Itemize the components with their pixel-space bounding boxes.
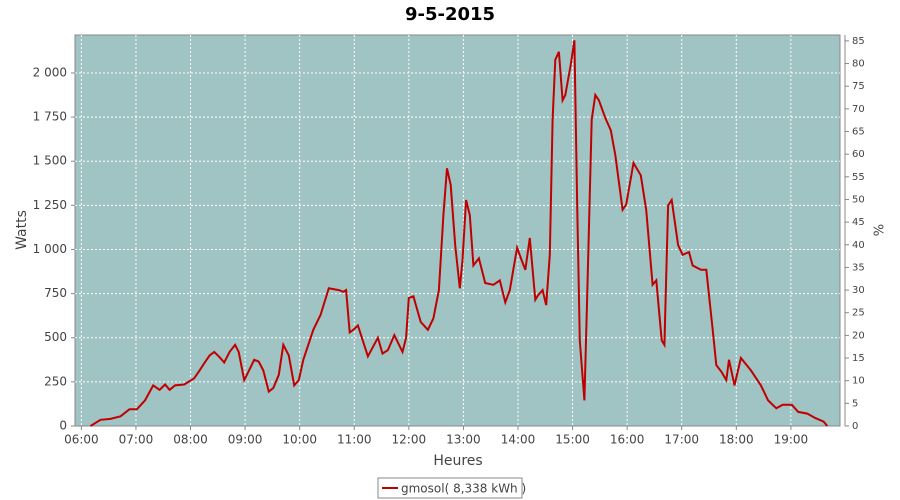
x-tick-label: 18:00: [719, 433, 754, 447]
y2-tick-label: 70: [852, 104, 865, 115]
y2-tick-label: 50: [852, 194, 865, 205]
y2-tick-label: 10: [852, 376, 865, 387]
x-tick-label: 07:00: [119, 433, 154, 447]
x-tick-label: 14:00: [501, 433, 536, 447]
y-tick-label: 2 000: [33, 65, 67, 79]
x-tick-label: 12:00: [392, 433, 427, 447]
y-tick-label: 250: [44, 374, 67, 388]
y-tick-label: 500: [44, 330, 67, 344]
y2-tick-label: 0: [852, 421, 858, 432]
x-tick-label: 15:00: [555, 433, 590, 447]
x-tick-label: 16:00: [610, 433, 645, 447]
x-tick-label: 19:00: [774, 433, 809, 447]
y-tick-label: 1 250: [33, 198, 67, 212]
x-tick-label: 08:00: [173, 433, 208, 447]
y2-tick-label: 30: [852, 285, 865, 296]
x-tick-label: 09:00: [228, 433, 263, 447]
y2-axis-label: %: [873, 224, 888, 236]
y-tick-label: 1 500: [33, 154, 67, 168]
y2-tick-label: 40: [852, 240, 865, 251]
y2-tick-label: 60: [852, 149, 865, 160]
chart-title: 9-5-2015: [405, 4, 495, 25]
y2-tick-label: 15: [852, 353, 865, 364]
legend: [377, 477, 523, 499]
y2-tick-label: 55: [852, 172, 865, 183]
x-tick-label: 17:00: [664, 433, 699, 447]
y2-tick-label: 25: [852, 308, 865, 319]
legend-label: gmosol( 8,338 kWh ): [401, 482, 526, 496]
y-tick-label: 0: [59, 419, 67, 433]
y-axis-label: Watts: [14, 210, 30, 250]
line-series: [89, 40, 829, 427]
y-tick-label: 750: [44, 286, 67, 300]
x-tick-label: 11:00: [337, 433, 372, 447]
y2-tick-label: 65: [852, 127, 865, 138]
plot-area: [74, 34, 841, 427]
y-tick-label: 1 000: [33, 242, 67, 256]
y-tick-label: 1 750: [33, 110, 67, 124]
y2-tick-label: 20: [852, 330, 865, 341]
y2-tick-label: 5: [852, 398, 858, 409]
y2-tick-label: 45: [852, 217, 865, 228]
x-tick-label: 06:00: [64, 433, 99, 447]
y2-tick-label: 85: [852, 36, 865, 47]
x-tick-label: 10:00: [282, 433, 317, 447]
y2-tick-label: 75: [852, 81, 865, 92]
y2-tick-label: 80: [852, 59, 865, 70]
x-axis-label: Heures: [433, 453, 482, 469]
x-tick-label: 13:00: [446, 433, 481, 447]
y2-tick-label: 35: [852, 262, 865, 273]
